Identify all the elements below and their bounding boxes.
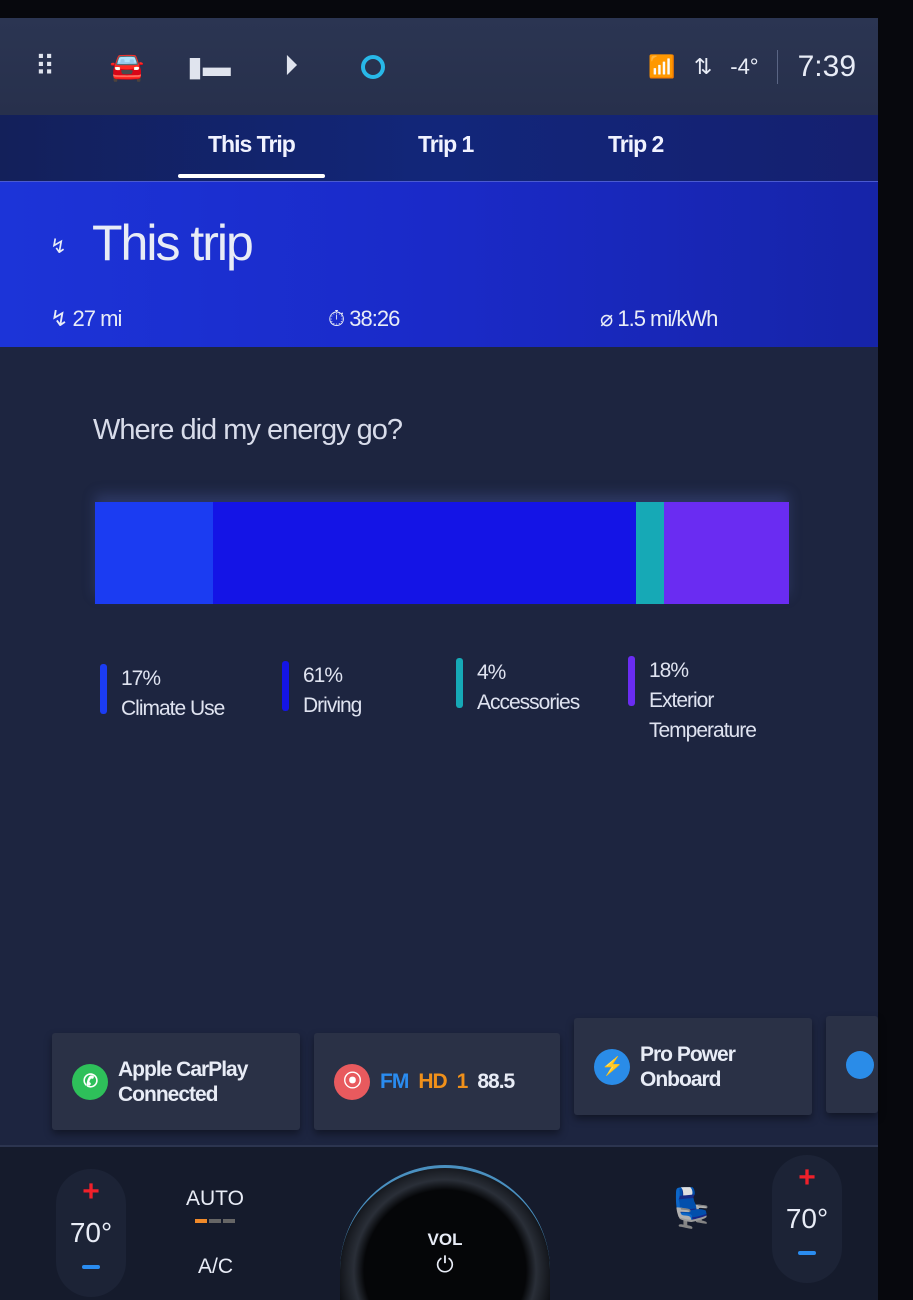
legend-swatch [628,656,635,706]
volume-knob[interactable]: VOL ⏻ [340,1165,550,1300]
legend-swatch [100,664,107,714]
efficiency-icon: ⌀ [600,306,618,331]
infotainment-screen: ⠿ 🚘 ▮▬ ⏵ 📶 ⇅ -4° 7:39 This Trip Trip 1 T… [0,18,878,1300]
top-bar: ⠿ 🚘 ▮▬ ⏵ 📶 ⇅ -4° 7:39 [0,18,878,115]
legend-item: 17% Climate Use [100,664,271,724]
radio-card[interactable]: ⦿ FM HD 1 88.5 [314,1033,560,1130]
seat-defrost-icon[interactable]: 💺 [668,1188,716,1230]
legend-label: Exterior Temperature [649,689,757,742]
pro-power-card[interactable]: ⚡ Pro Power Onboard [574,1018,812,1115]
distance-value: 27 mi [72,306,123,331]
climate-bar: + 70° AUTO A/C VOL ⏻ 💺 + 70° [0,1145,878,1300]
legend-item: 61% Driving [282,661,453,721]
card-subtitle: Connected [118,1082,219,1106]
energy-segment-climate-use [95,502,213,604]
wifi-icon: 📶 [648,53,676,79]
power-outlet-icon: ⚡ [594,1048,630,1085]
energy-segment-accessories [636,502,665,604]
volume-label: VOL [427,1230,463,1249]
passenger-temp-control: + 70° [772,1155,842,1283]
outside-temperature: -4° [730,53,759,79]
legend-item: 4% Accessories [456,658,627,718]
legend-label: Climate Use [121,697,225,720]
tab-trip-2[interactable]: Trip 2 [608,131,664,157]
passenger-temp: 70° [785,1203,829,1234]
trip-distance: ↯ 27 mi [50,306,123,332]
temp-down-button[interactable] [798,1251,816,1255]
legend-label: Driving [303,694,362,717]
trip-duration: ⏱ 38:26 [328,306,400,332]
legend-percent: 61% [303,664,343,687]
stopwatch-icon: ⏱ [328,306,350,331]
power-icon: ⏻ [436,1252,454,1277]
legend-percent: 4% [477,661,506,684]
energy-segment-driving [212,502,637,604]
legend-item: 18% Exterior Temperature [628,656,779,746]
next-card[interactable] [826,1016,878,1113]
energy-heading: Where did my energy go? [93,414,403,446]
radio-band: FM [380,1070,409,1093]
energy-bar [95,502,789,604]
camera-icon[interactable]: ▮▬ [187,51,231,82]
ac-button[interactable]: A/C [198,1255,234,1278]
status-area: 📶 ⇅ -4° 7:39 [648,18,856,115]
page-title: This trip [92,215,254,271]
tab-this-trip[interactable]: This Trip [178,131,325,178]
auto-indicator [186,1219,244,1223]
apps-grid-icon[interactable]: ⠿ [34,51,56,82]
route-icon: ↯ [50,306,73,331]
media-play-icon[interactable]: ⏵ [283,50,298,81]
duration-value: 38:26 [349,306,400,331]
card-title: Pro Power [640,1042,736,1066]
carplay-card[interactable]: ✆ Apple CarPlay Connected [52,1033,300,1130]
hd-channel: 1 [456,1070,469,1093]
phone-icon: ✆ [72,1063,108,1100]
card-title: Apple CarPlay [118,1057,248,1081]
legend-swatch [282,661,289,711]
route-icon: ↯ [50,236,67,258]
temp-down-button[interactable] [82,1265,100,1269]
legend-percent: 18% [649,659,689,682]
auto-button[interactable]: AUTO [186,1187,244,1223]
legend-percent: 17% [121,667,161,690]
vehicle-icon[interactable]: 🚘 [109,51,145,82]
data-transfer-icon: ⇅ [693,53,713,79]
alexa-icon[interactable] [356,50,390,84]
hd-radio-icon: HD [418,1070,447,1093]
driver-temp: 70° [69,1217,113,1248]
temp-up-button[interactable]: + [798,1161,816,1194]
trip-efficiency: ⌀ 1.5 mi/kWh [600,306,718,332]
efficiency-value: 1.5 mi/kWh [617,306,718,331]
legend-label: Accessories [477,691,580,714]
radio-icon: ⦿ [334,1063,370,1100]
clock: 7:39 [776,49,856,84]
energy-segment-exterior-temperature [664,502,789,604]
driver-temp-control: + 70° [56,1169,126,1297]
radio-frequency: 88.5 [477,1070,515,1093]
tab-trip-1[interactable]: Trip 1 [418,131,474,157]
card-icon [846,1050,874,1079]
trip-tabs: This Trip Trip 1 Trip 2 [0,115,878,182]
card-subtitle: Onboard [640,1067,721,1091]
trip-summary: ↯ This trip ↯ 27 mi ⏱ 38:26 ⌀ 1.5 mi/kWh [0,182,878,347]
temp-up-button[interactable]: + [82,1175,100,1208]
auto-label: AUTO [186,1187,244,1210]
legend-swatch [456,658,463,708]
